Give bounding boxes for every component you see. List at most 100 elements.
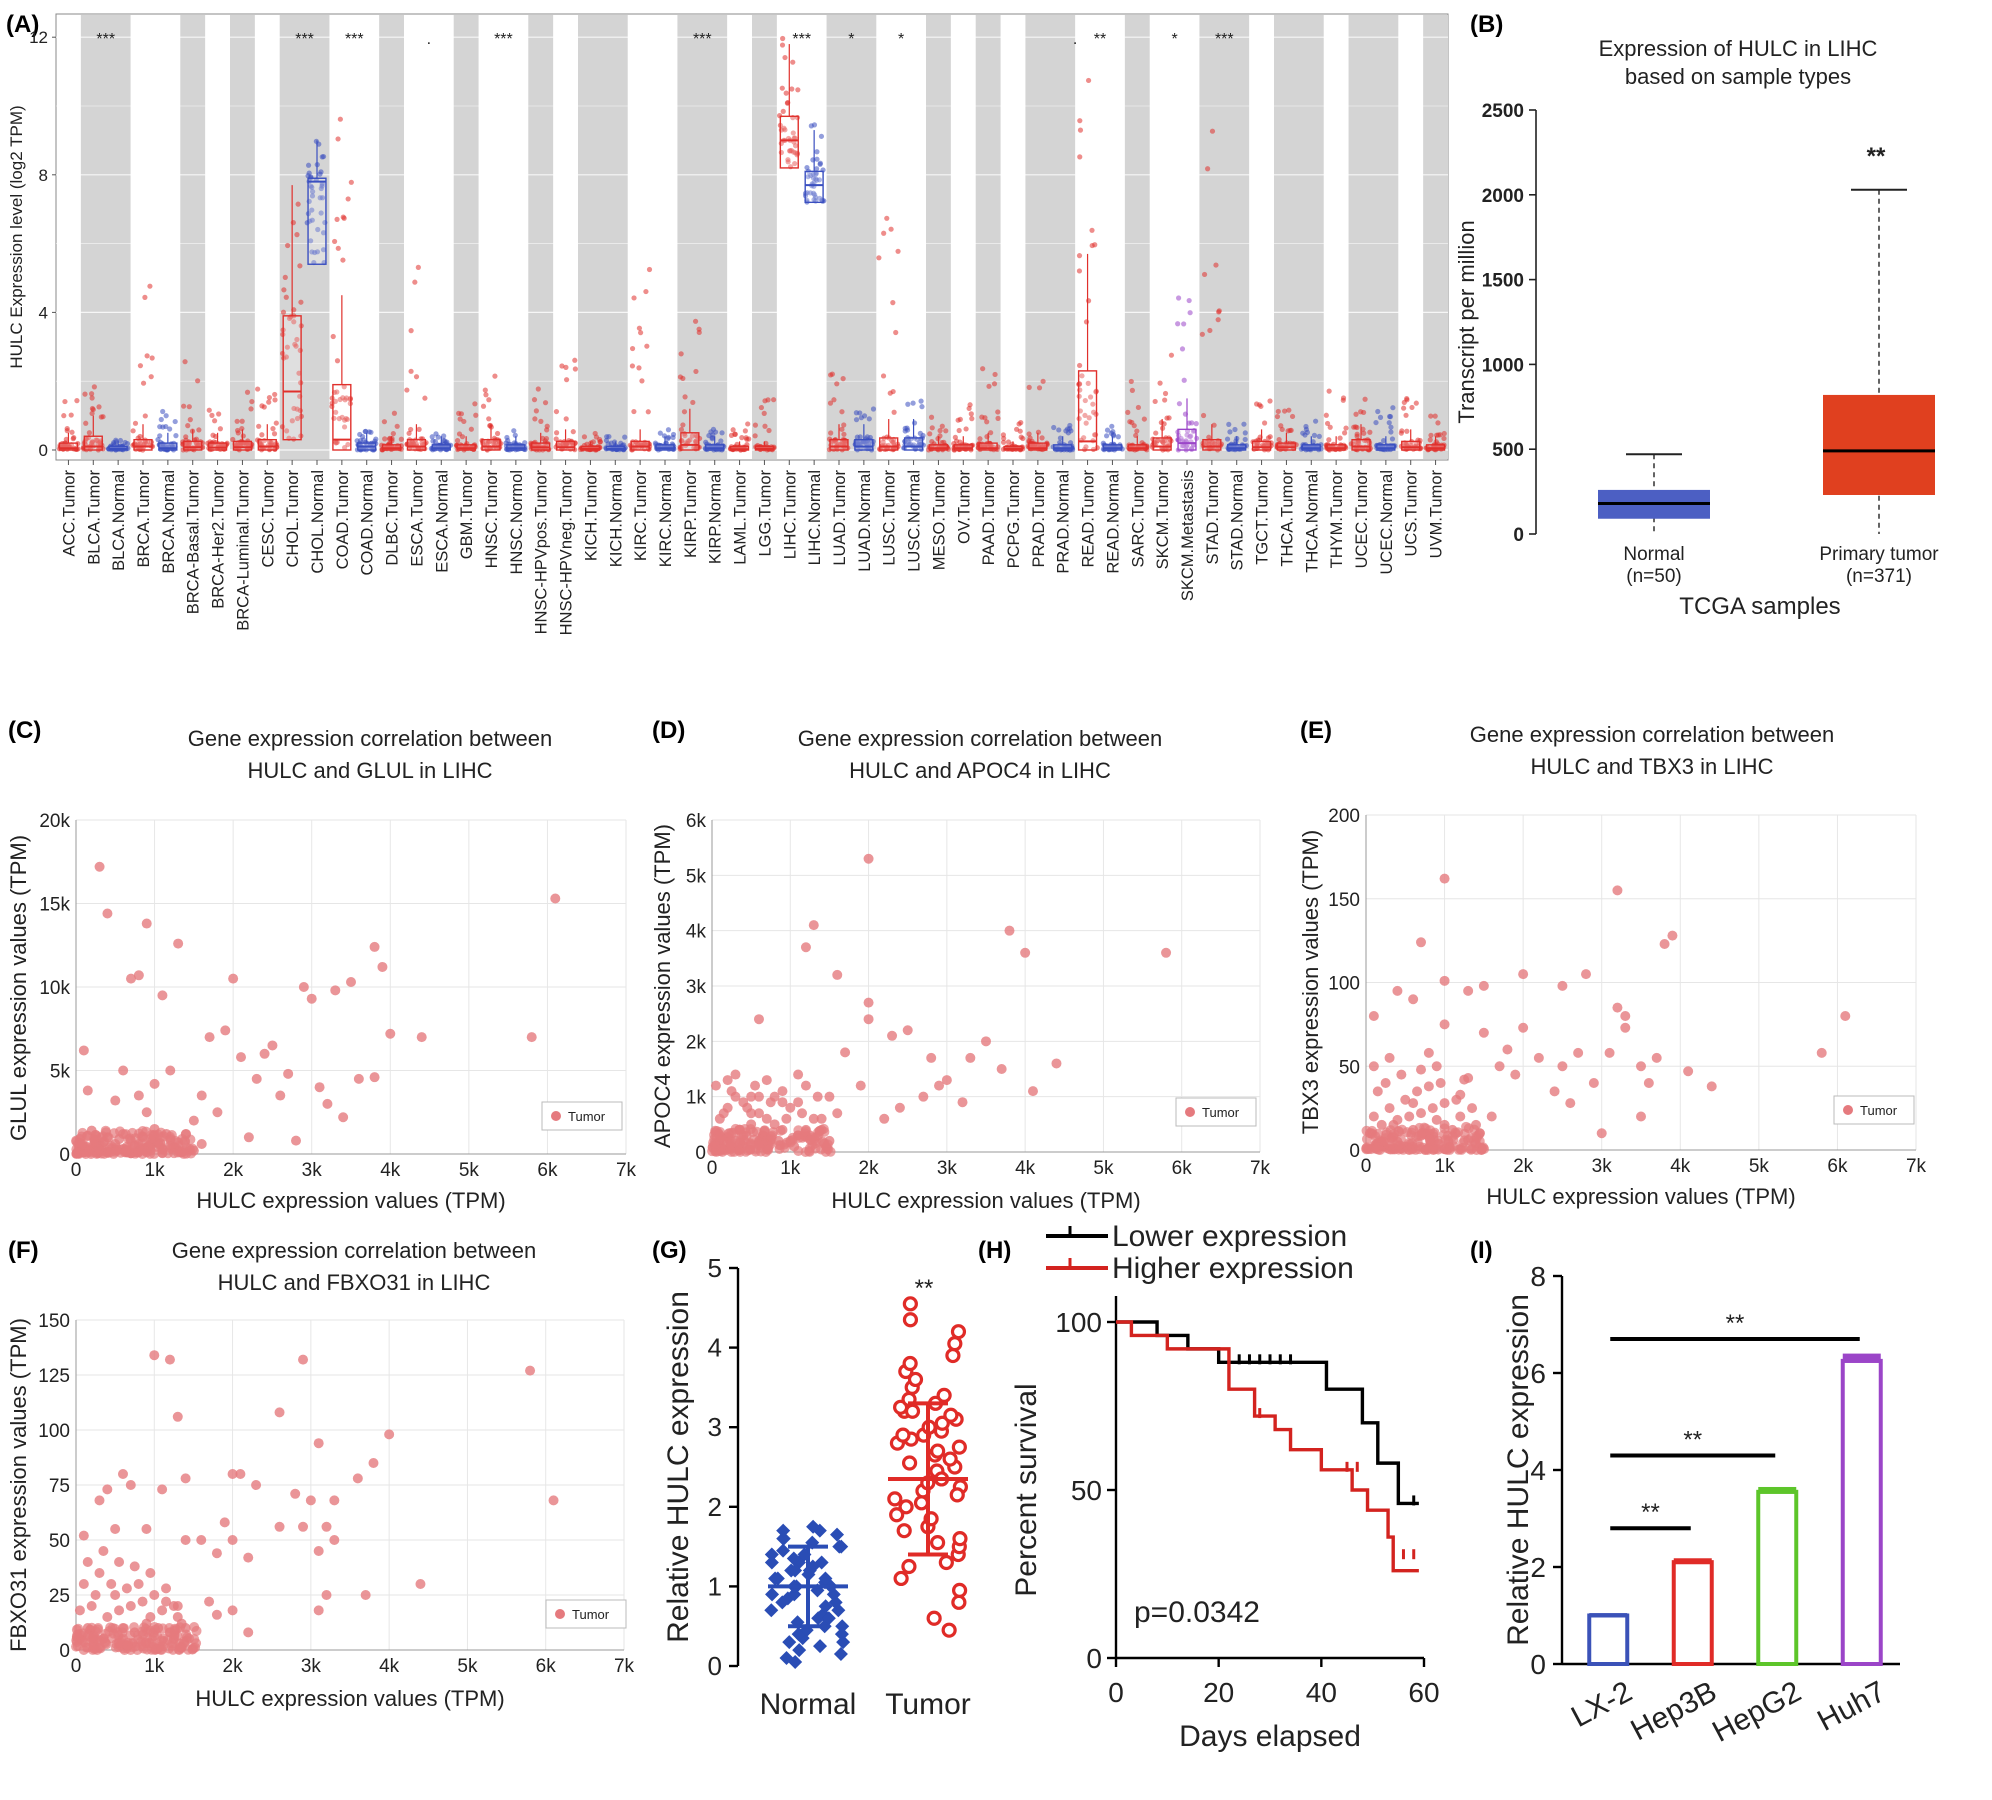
data-point	[1232, 426, 1238, 433]
x-tick-label: OV.Tumor	[955, 469, 973, 543]
data-point	[320, 247, 327, 253]
data-point	[310, 189, 316, 195]
y-tick-label: 4	[708, 1333, 722, 1363]
data-point	[968, 411, 974, 417]
data-point	[1027, 1086, 1038, 1097]
data-point	[164, 1354, 175, 1365]
x-tick-label: 4k	[380, 1160, 401, 1181]
data-point	[1152, 398, 1158, 405]
data-point	[1020, 947, 1031, 958]
panel-label-h: (H)	[978, 1237, 1011, 1264]
data-point	[251, 1480, 262, 1490]
data-point	[137, 433, 143, 440]
data-point	[1020, 435, 1026, 442]
significance-marker: **	[915, 1275, 934, 1302]
x-tick-label: 2k	[223, 1160, 244, 1181]
box	[1077, 370, 1098, 451]
panel-label-c: (C)	[8, 717, 41, 744]
data-point	[771, 397, 777, 403]
data-point	[919, 404, 925, 410]
data-point	[1435, 420, 1441, 426]
x-tick-label: Normal	[760, 1688, 857, 1721]
data-point	[1127, 419, 1133, 425]
data-point	[710, 426, 717, 432]
data-point	[855, 1080, 866, 1091]
data-point	[1162, 390, 1169, 397]
x-axis-label: Days elapsed	[1179, 1720, 1361, 1753]
data-point	[187, 1143, 198, 1154]
data-point	[808, 123, 814, 129]
data-point	[1549, 1086, 1560, 1097]
x-tick-label: Hep3B	[1626, 1675, 1722, 1747]
data-point	[408, 368, 414, 374]
data-point	[753, 1091, 764, 1102]
data-point	[1518, 969, 1529, 980]
data-point	[929, 425, 935, 431]
data-point	[863, 997, 874, 1008]
data-point	[1387, 413, 1393, 420]
data-point	[100, 414, 106, 420]
data-point	[1588, 1078, 1599, 1088]
y-tick-label: 3	[708, 1412, 722, 1442]
x-tick-label: LUSC.Normal	[906, 470, 924, 572]
data-point	[969, 416, 975, 422]
data-point	[342, 445, 348, 451]
data-point	[947, 1336, 963, 1352]
significance-marker: **	[1641, 1499, 1660, 1526]
box	[804, 170, 824, 204]
data-point	[255, 386, 261, 392]
y-tick-label: 200	[1328, 806, 1360, 827]
data-point	[1424, 1134, 1435, 1145]
data-point	[1200, 412, 1207, 419]
data-point	[398, 436, 404, 442]
data-point	[338, 1112, 349, 1123]
data-point	[1326, 437, 1332, 443]
x-tick-label: Normal	[1623, 544, 1684, 565]
data-point	[1082, 412, 1088, 419]
data-point	[1279, 426, 1285, 433]
data-point	[1077, 118, 1083, 124]
y-tick-label: 1	[708, 1571, 722, 1601]
box	[903, 437, 924, 451]
data-point	[1439, 873, 1450, 884]
data-point	[266, 394, 273, 401]
data-point	[657, 430, 663, 436]
data-point	[1327, 424, 1333, 430]
data-point	[191, 1638, 202, 1649]
data-point	[82, 1557, 93, 1567]
x-tick-label: 1k	[145, 1160, 166, 1181]
data-point	[816, 177, 823, 183]
data-point	[795, 87, 801, 93]
box	[829, 438, 849, 451]
data-point	[718, 438, 724, 444]
data-point	[512, 432, 518, 438]
panel-c-glul-scatter: Gene expression correlation between HULC …	[6, 726, 637, 1213]
data-point	[766, 1131, 777, 1142]
significance-marker: .	[427, 31, 431, 48]
y-tick-label: 25	[49, 1586, 70, 1607]
x-tick-label: 7k	[1250, 1158, 1271, 1179]
data-point	[1036, 385, 1043, 391]
data-point	[819, 1126, 830, 1137]
data-point	[511, 428, 517, 434]
x-tick-label: KICH.Normal	[607, 470, 625, 567]
data-point	[180, 1473, 191, 1484]
data-point	[144, 353, 150, 359]
data-point	[1435, 432, 1441, 438]
data-point	[227, 1605, 238, 1616]
data-point	[196, 1535, 207, 1545]
data-point	[309, 184, 315, 191]
data-point	[274, 1521, 285, 1532]
data-point	[345, 441, 351, 448]
data-point	[298, 299, 304, 305]
data-point	[1643, 1078, 1654, 1088]
data-point	[1092, 242, 1098, 248]
data-point	[1076, 268, 1083, 274]
data-point	[880, 373, 887, 379]
data-point	[1368, 1011, 1379, 1021]
data-point	[166, 1130, 177, 1141]
y-tick-label: 0	[695, 1143, 706, 1164]
data-point	[271, 431, 278, 437]
data-point	[137, 1131, 148, 1142]
